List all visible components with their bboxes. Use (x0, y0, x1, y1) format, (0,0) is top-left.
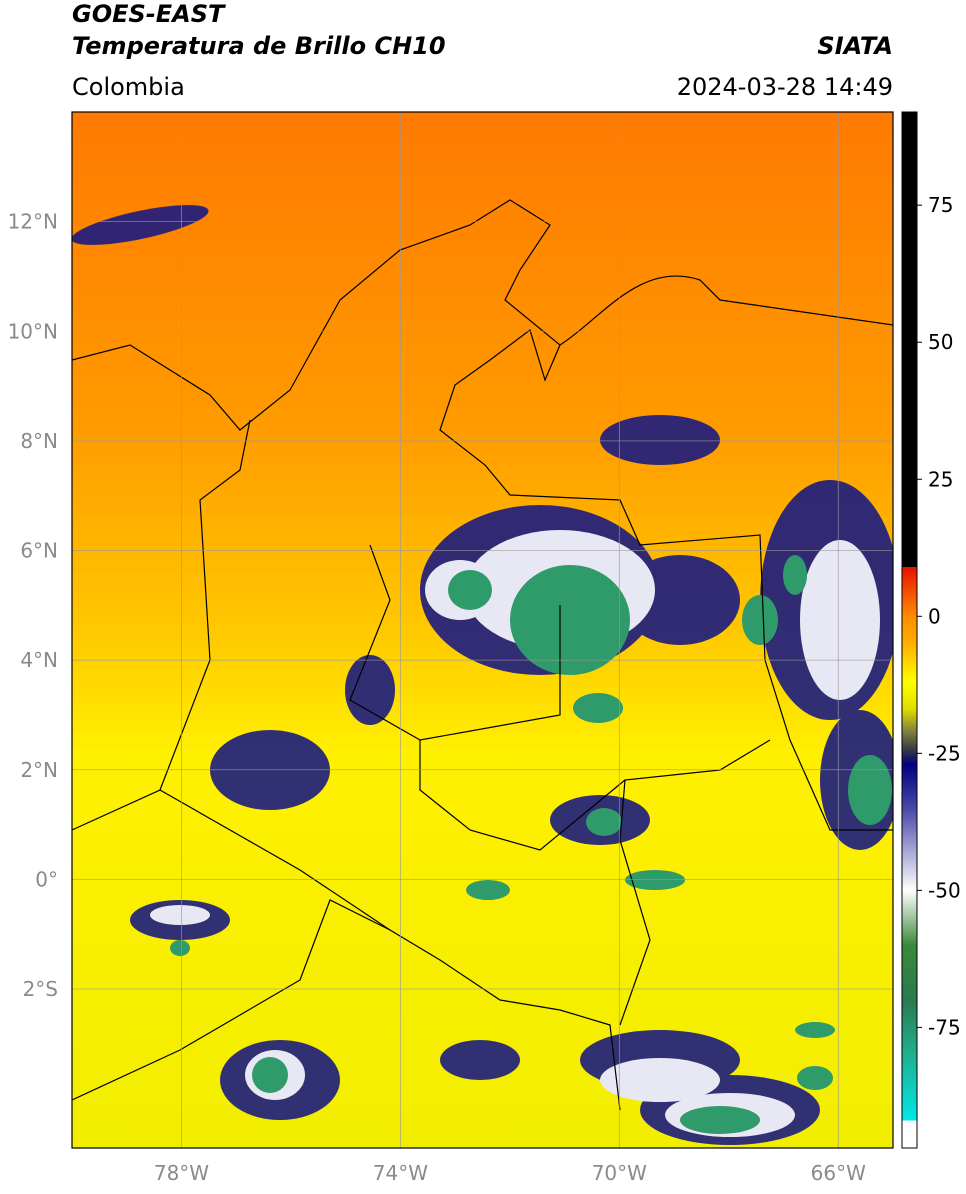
lat-tick-label: 0° (35, 867, 58, 891)
lat-tick-label: 4°N (20, 648, 58, 672)
colorbar-tick-label: 0 (928, 604, 941, 628)
lon-tick-label: 70°W (592, 1161, 647, 1185)
lat-tick-label: 10°N (8, 319, 58, 343)
datetime: 2024-03-28 14:49 (677, 73, 893, 101)
satellite: GOES-EAST (72, 0, 226, 28)
lat-tick-label: 2°S (23, 977, 58, 1001)
lat-tick-label: 6°N (20, 539, 58, 563)
coldest-tops (170, 555, 892, 1134)
lat-tick-label: 8°N (20, 429, 58, 453)
product: Temperatura de Brillo CH10 (72, 32, 446, 60)
borders (72, 199, 893, 1111)
lat-tick-label: 12°N (8, 210, 58, 234)
colorbar-tick-label: -50 (928, 878, 961, 902)
colorbar-tick-label: -75 (928, 1015, 961, 1039)
colorbar-tick-label: -25 (928, 741, 961, 765)
colorbar-tick-label: 25 (928, 467, 953, 491)
lat-tick-label: 2°N (20, 758, 58, 782)
graticule (72, 112, 893, 1148)
lon-tick-label: 78°W (154, 1161, 209, 1185)
colorbar-tick-label: 75 (928, 193, 953, 217)
source: SIATA (817, 32, 893, 60)
colorbar-tick-label: 50 (928, 330, 953, 354)
imagery (72, 112, 893, 1148)
colorbar (901, 111, 918, 1149)
map-frame (71, 111, 894, 1149)
region: Colombia (72, 73, 185, 101)
lon-tick-label: 74°W (373, 1161, 428, 1185)
lon-tick-label: 66°W (811, 1161, 866, 1185)
